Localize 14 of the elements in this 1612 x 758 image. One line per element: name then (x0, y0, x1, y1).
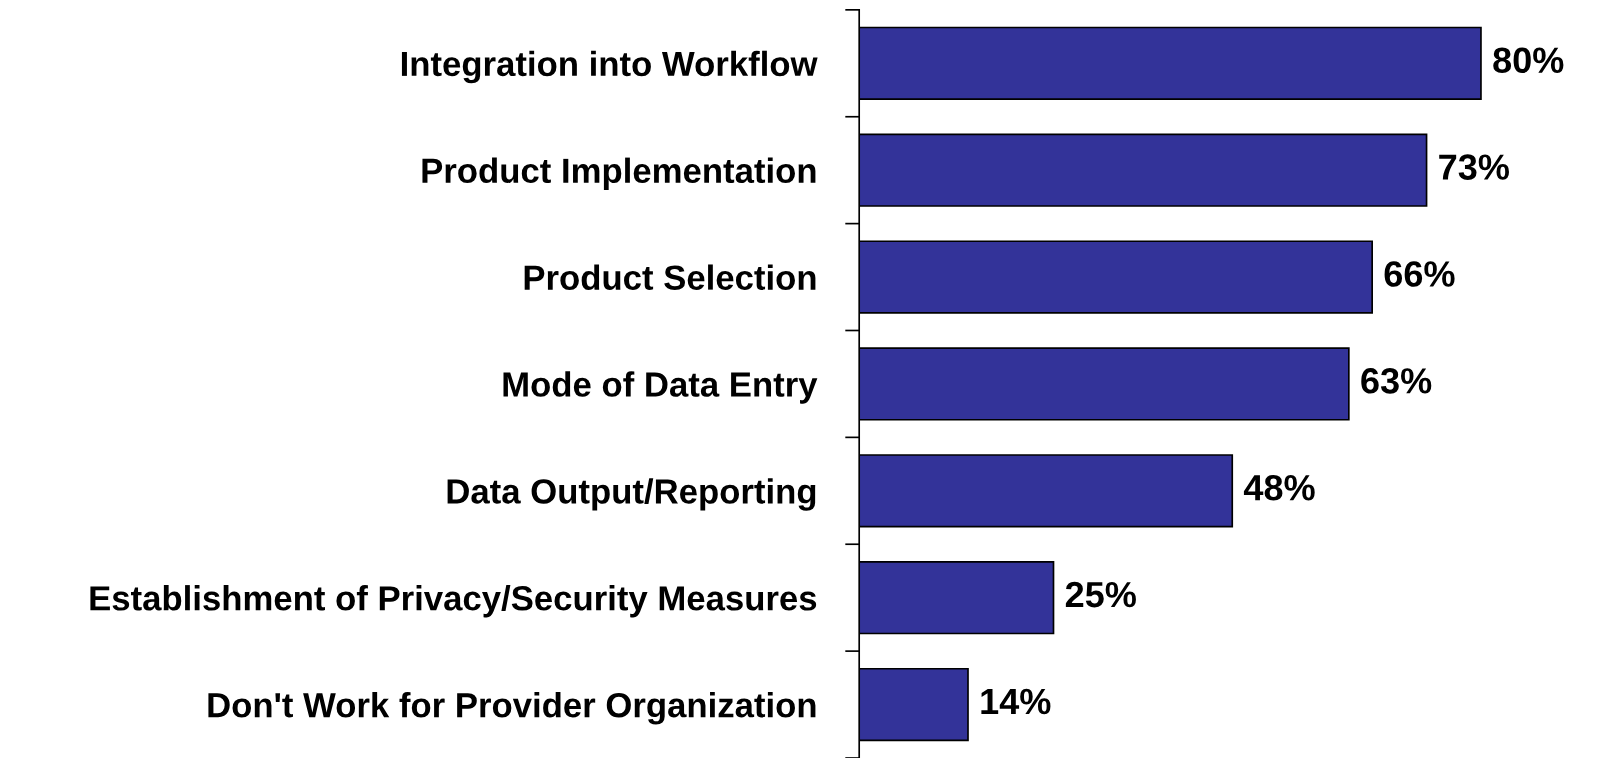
data-label: 80% (1493, 47, 1564, 73)
data-label: 66% (1384, 261, 1455, 287)
data-label: 14% (981, 688, 1051, 715)
y-tick-label: Mode of Data Entry (503, 371, 818, 404)
y-tick-label: Product Selection (524, 264, 816, 290)
y-tick-label: Don't Work for Provider Organization (208, 691, 816, 725)
data-label: 48% (1243, 474, 1315, 501)
y-tick-label: Data Output/Reporting (447, 478, 816, 511)
y-tick-label: Integration into Workflow (401, 50, 818, 84)
data-label: 73% (1439, 154, 1509, 180)
y-tick-label: Product Implementation (422, 157, 816, 190)
y-tick-label: Establishment of Privacy/Security Measures (90, 585, 817, 618)
data-label: 25% (1065, 581, 1136, 608)
data-label: 63% (1361, 368, 1432, 394)
